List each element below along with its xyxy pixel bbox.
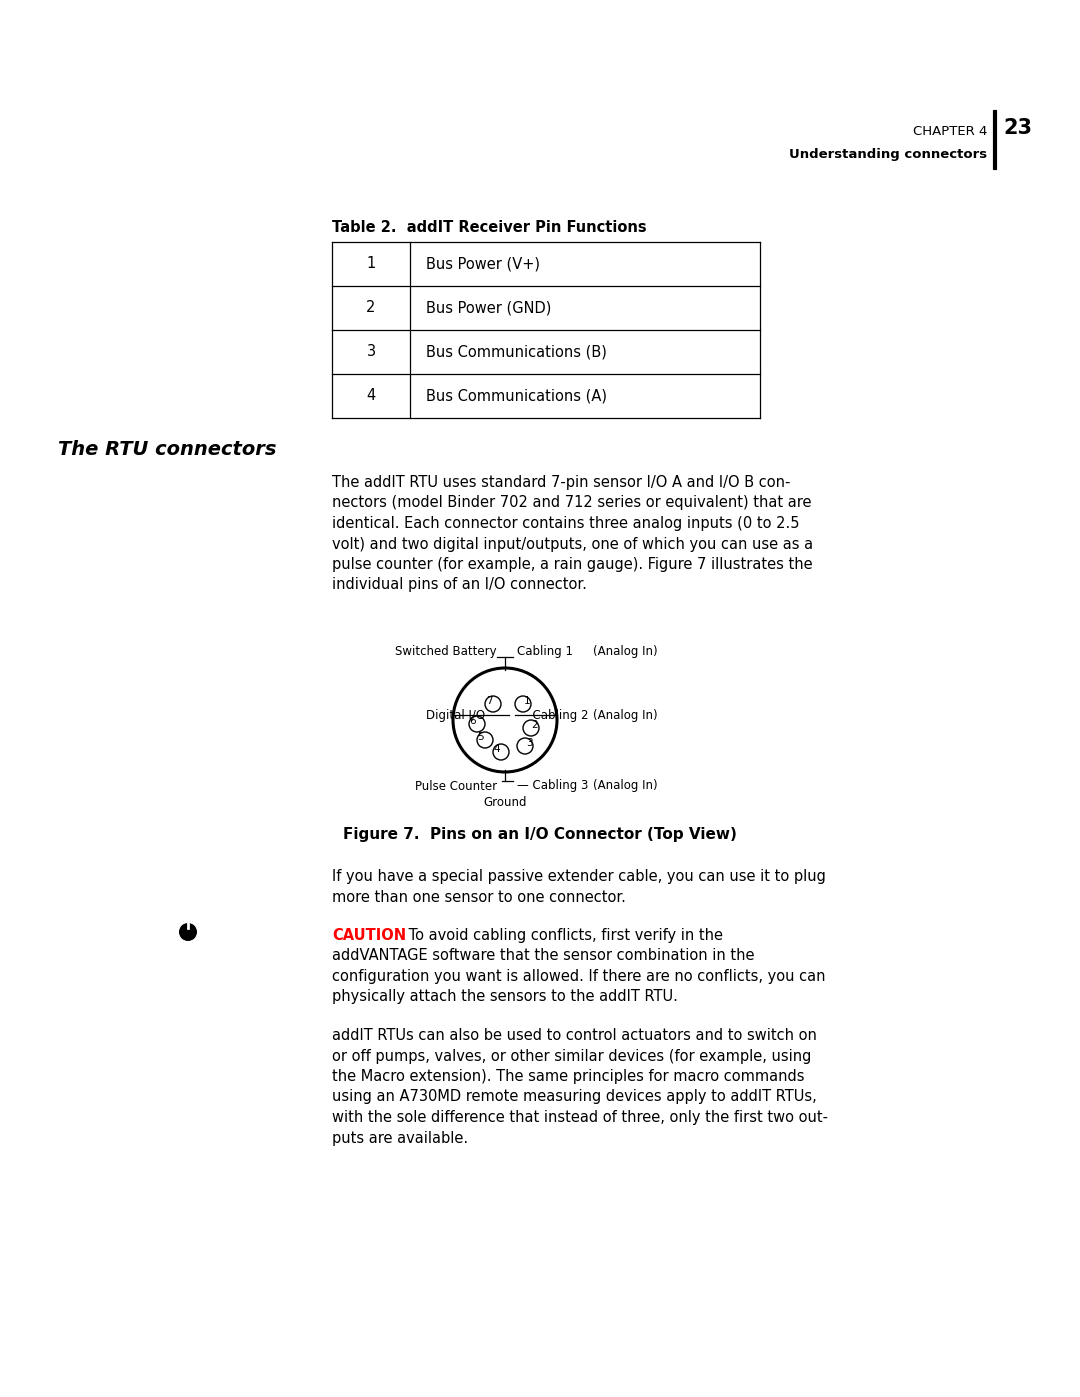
Text: identical. Each connector contains three analog inputs (0 to 2.5: identical. Each connector contains three… <box>332 515 799 531</box>
Text: CAUTION: CAUTION <box>332 928 406 943</box>
Text: Table 2.  addIT Receiver Pin Functions: Table 2. addIT Receiver Pin Functions <box>332 219 647 235</box>
Text: 3: 3 <box>366 345 376 359</box>
Text: (Analog In): (Analog In) <box>593 708 658 721</box>
Text: physically attach the sensors to the addIT RTU.: physically attach the sensors to the add… <box>332 989 678 1004</box>
Text: 3: 3 <box>526 738 532 747</box>
Text: 23: 23 <box>1003 117 1032 138</box>
Text: with the sole difference that instead of three, only the first two out-: with the sole difference that instead of… <box>332 1111 828 1125</box>
Text: Bus Power (GND): Bus Power (GND) <box>426 300 552 316</box>
Text: To avoid cabling conflicts, first verify in the: To avoid cabling conflicts, first verify… <box>404 928 723 943</box>
Text: or off pumps, valves, or other similar devices (for example, using: or off pumps, valves, or other similar d… <box>332 1049 811 1063</box>
Text: Pulse Counter: Pulse Counter <box>415 780 497 792</box>
Text: 4: 4 <box>366 388 376 404</box>
Text: 1: 1 <box>366 257 376 271</box>
Text: — Cabling 3: — Cabling 3 <box>517 780 589 792</box>
Text: nectors (model Binder 702 and 712 series or equivalent) that are: nectors (model Binder 702 and 712 series… <box>332 496 811 510</box>
Text: individual pins of an I/O connector.: individual pins of an I/O connector. <box>332 577 586 592</box>
Text: (Analog In): (Analog In) <box>593 780 658 792</box>
Circle shape <box>179 923 197 942</box>
Text: the Macro extension). The same principles for macro commands: the Macro extension). The same principle… <box>332 1069 805 1084</box>
Text: addVANTAGE software that the sensor combination in the: addVANTAGE software that the sensor comb… <box>332 949 755 964</box>
Text: 5: 5 <box>477 732 484 742</box>
Text: (Analog In): (Analog In) <box>593 645 658 658</box>
Text: 6: 6 <box>470 717 476 726</box>
Text: pulse counter (for example, a rain gauge). Figure 7 illustrates the: pulse counter (for example, a rain gauge… <box>332 557 812 571</box>
Text: Bus Communications (B): Bus Communications (B) <box>426 345 607 359</box>
Text: addIT RTUs can also be used to control actuators and to switch on: addIT RTUs can also be used to control a… <box>332 1028 816 1044</box>
Text: CHAPTER 4: CHAPTER 4 <box>913 124 987 138</box>
Text: configuration you want is allowed. If there are no conflicts, you can: configuration you want is allowed. If th… <box>332 970 825 983</box>
Text: If you have a special passive extender cable, you can use it to plug: If you have a special passive extender c… <box>332 869 826 884</box>
Text: 1: 1 <box>524 696 530 705</box>
Text: 2: 2 <box>366 300 376 316</box>
Text: Figure 7.  Pins on an I/O Connector (Top View): Figure 7. Pins on an I/O Connector (Top … <box>343 827 737 842</box>
Text: Ground: Ground <box>483 795 527 809</box>
Text: — Cabling 2: — Cabling 2 <box>517 708 589 721</box>
Text: using an A730MD remote measuring devices apply to addIT RTUs,: using an A730MD remote measuring devices… <box>332 1090 816 1105</box>
Text: 2: 2 <box>531 719 538 731</box>
Text: The RTU connectors: The RTU connectors <box>58 440 276 460</box>
Text: 7: 7 <box>486 696 492 705</box>
Text: Bus Communications (A): Bus Communications (A) <box>426 388 607 404</box>
Text: Cabling 1: Cabling 1 <box>517 645 573 658</box>
Text: Understanding connectors: Understanding connectors <box>788 148 987 161</box>
Text: Switched Battery: Switched Battery <box>395 645 497 658</box>
Text: volt) and two digital input/outputs, one of which you can use as a: volt) and two digital input/outputs, one… <box>332 536 813 552</box>
Text: 4: 4 <box>494 745 500 754</box>
Text: more than one sensor to one connector.: more than one sensor to one connector. <box>332 890 626 904</box>
Text: puts are available.: puts are available. <box>332 1130 468 1146</box>
Text: Digital I/O—: Digital I/O— <box>427 708 497 721</box>
Text: The addIT RTU uses standard 7-pin sensor I/O A and I/O B con-: The addIT RTU uses standard 7-pin sensor… <box>332 475 791 490</box>
Text: Bus Power (V+): Bus Power (V+) <box>426 257 540 271</box>
